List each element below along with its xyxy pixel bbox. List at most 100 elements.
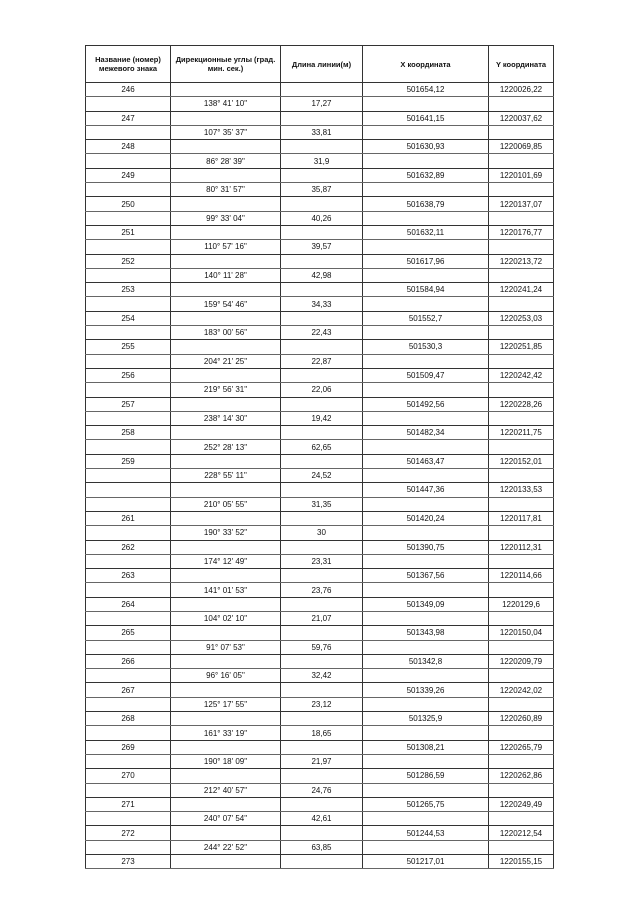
cell — [280, 396, 363, 412]
cell — [170, 739, 281, 755]
cell — [488, 640, 554, 655]
cell — [280, 596, 363, 612]
cell — [170, 81, 281, 98]
line-length: 23,12 — [280, 697, 363, 713]
point-number: 249 — [85, 167, 171, 184]
point-number: 267 — [85, 682, 171, 698]
y-coordinate: 1220228,26 — [488, 396, 554, 412]
y-coordinate: 1220262,86 — [488, 768, 554, 784]
cell — [488, 296, 554, 312]
line-length: 59,76 — [280, 640, 363, 655]
cell — [170, 854, 281, 870]
y-coordinate: 1220117,81 — [488, 510, 554, 527]
line-length: 21,97 — [280, 754, 363, 770]
cell — [85, 411, 171, 427]
point-row: 501447,36 1220133,53 — [85, 482, 554, 498]
x-coordinate: 501509,47 — [362, 367, 489, 384]
column-header: Дирекционные углы (град. мин. сек.) — [170, 45, 281, 83]
x-coordinate: 501632,89 — [362, 167, 489, 184]
direction-angle: 99° 33' 04" — [170, 211, 281, 226]
cell — [362, 411, 489, 427]
cell — [85, 382, 171, 398]
cell — [362, 239, 489, 255]
cell — [280, 425, 363, 441]
point-row: 250 501638,79 1220137,07 — [85, 196, 554, 212]
cell — [280, 739, 363, 755]
line-length: 62,65 — [280, 439, 363, 455]
segment-row: 174° 12' 49" 23,31 — [85, 554, 554, 570]
x-coordinate: 501217,01 — [362, 854, 489, 870]
point-number: 259 — [85, 453, 171, 470]
y-coordinate: 1220069,85 — [488, 139, 554, 155]
x-coordinate: 501244,53 — [362, 825, 489, 841]
direction-angle: 91° 07' 53" — [170, 640, 281, 655]
x-coordinate: 501265,75 — [362, 796, 489, 813]
point-row: 263 501367,56 1220114,66 — [85, 568, 554, 584]
cell — [488, 439, 554, 455]
cell — [362, 783, 489, 798]
cell — [170, 253, 281, 269]
segment-row: 210° 05' 55" 31,35 — [85, 497, 554, 512]
cell — [170, 482, 281, 498]
line-length: 22,43 — [280, 325, 363, 341]
point-row: 261 501420,24 1220117,81 — [85, 510, 554, 527]
cell — [362, 754, 489, 770]
cell — [85, 153, 171, 169]
line-length: 33,81 — [280, 125, 363, 141]
cell — [280, 796, 363, 813]
cell — [362, 182, 489, 198]
cell — [488, 354, 554, 369]
point-number: 268 — [85, 711, 171, 727]
cell — [280, 253, 363, 269]
cell — [85, 640, 171, 655]
x-coordinate: 501339,26 — [362, 682, 489, 698]
segment-row: 141° 01' 53" 23,76 — [85, 582, 554, 598]
x-coordinate: 501630,93 — [362, 139, 489, 155]
cell — [170, 653, 281, 670]
direction-angle: 107° 35' 37" — [170, 125, 281, 141]
line-length: 31,35 — [280, 497, 363, 512]
point-number: 257 — [85, 396, 171, 412]
y-coordinate: 1220150,04 — [488, 625, 554, 641]
y-coordinate: 1220026,22 — [488, 81, 554, 98]
direction-angle: 80° 31' 57" — [170, 182, 281, 198]
point-number: 252 — [85, 253, 171, 269]
x-coordinate: 501343,98 — [362, 625, 489, 641]
cell — [170, 453, 281, 470]
cell — [85, 125, 171, 141]
cell — [488, 211, 554, 226]
point-row: 268 501325,9 1220260,89 — [85, 711, 554, 727]
direction-angle: 212° 40' 57" — [170, 783, 281, 798]
cell — [170, 339, 281, 355]
cell — [362, 153, 489, 169]
x-coordinate: 501342,8 — [362, 653, 489, 670]
point-row: 254 501552,7 1220253,03 — [85, 310, 554, 327]
segment-row: 204° 21' 25" 22,87 — [85, 354, 554, 369]
point-number: 263 — [85, 568, 171, 584]
cell — [488, 497, 554, 512]
point-number: 262 — [85, 539, 171, 555]
segment-row: 107° 35' 37" 33,81 — [85, 125, 554, 141]
cell — [488, 840, 554, 856]
line-length: 22,06 — [280, 382, 363, 398]
cell — [362, 354, 489, 369]
cell — [85, 497, 171, 512]
cell — [170, 510, 281, 527]
segment-row: 159° 54' 46" 34,33 — [85, 296, 554, 312]
cell — [85, 668, 171, 684]
line-length: 22,87 — [280, 354, 363, 369]
direction-angle: 183° 00' 56" — [170, 325, 281, 341]
segment-row: 99° 33' 04" 40,26 — [85, 211, 554, 226]
cell — [488, 554, 554, 570]
y-coordinate: 1220265,79 — [488, 739, 554, 755]
point-row: 255 501530,3 1220251,85 — [85, 339, 554, 355]
point-row: 247 501641,15 1220037,62 — [85, 110, 554, 126]
y-coordinate: 1220211,75 — [488, 425, 554, 441]
segment-row: 91° 07' 53" 59,76 — [85, 640, 554, 655]
cell — [280, 224, 363, 241]
cell — [85, 811, 171, 827]
cell — [362, 640, 489, 655]
point-row: 253 501584,94 1220241,24 — [85, 282, 554, 298]
y-coordinate: 1220249,49 — [488, 796, 554, 813]
segment-row: 219° 56' 31" 22,06 — [85, 382, 554, 398]
